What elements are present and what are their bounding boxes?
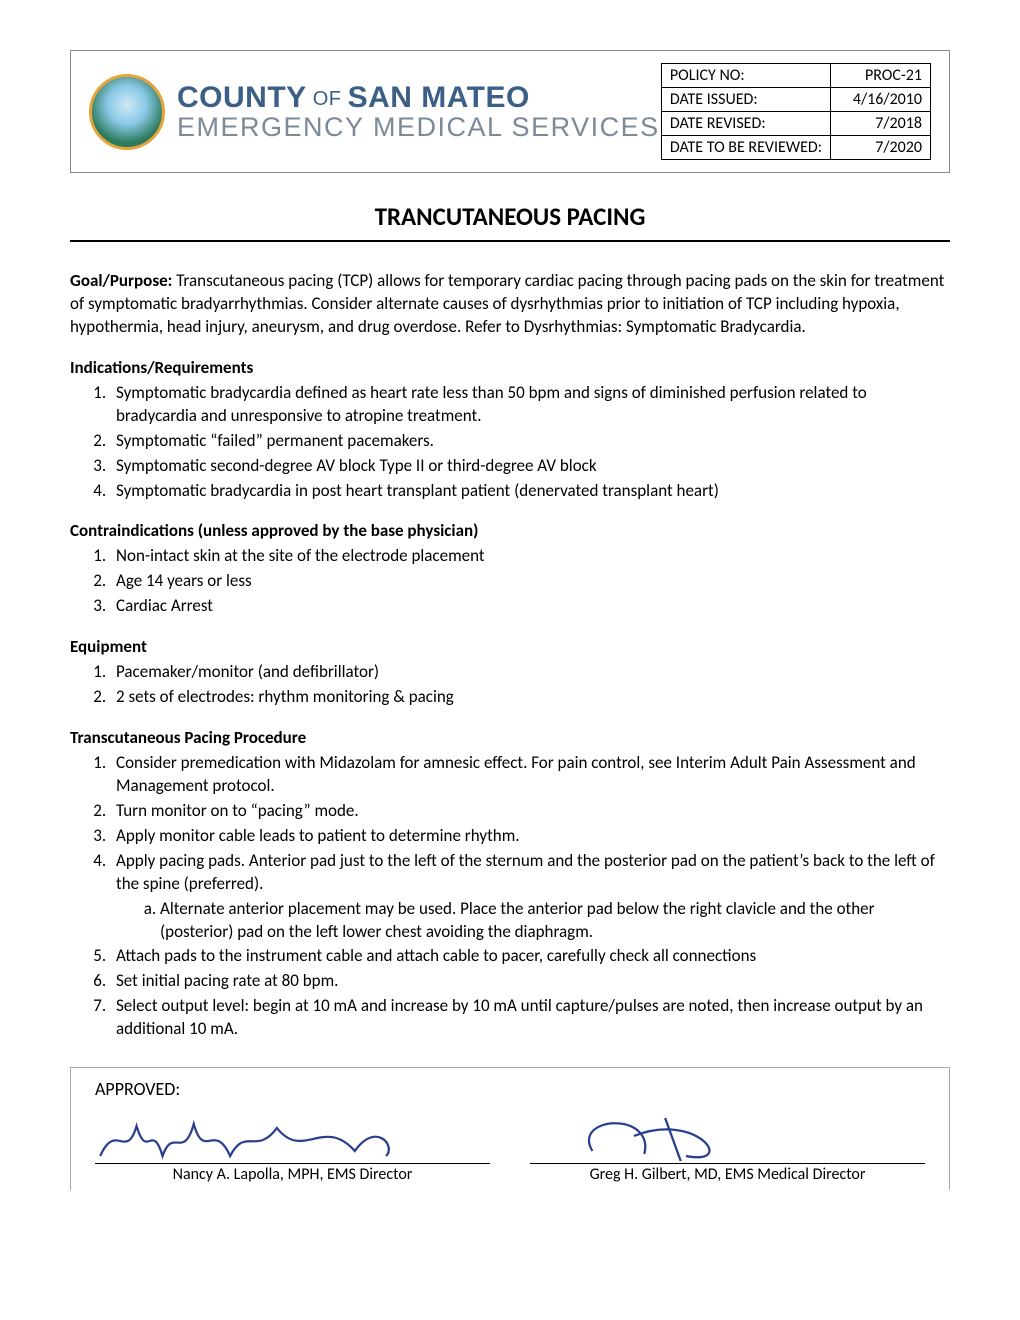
list-item-text: Apply pacing pads. Anterior pad just to … bbox=[116, 850, 935, 894]
policy-row: DATE REVISED:7/2018 bbox=[661, 112, 930, 136]
signature-2-name: Greg H. Gilbert, MD, EMS Medical Directo… bbox=[530, 1164, 925, 1184]
list-item: Pacemaker/monitor (and defibrillator) bbox=[110, 661, 950, 684]
header-box: COUNTY OF SAN MATEO EMERGENCY MEDICAL SE… bbox=[70, 50, 950, 173]
policy-value: 7/2020 bbox=[831, 136, 931, 160]
policy-row: DATE TO BE REVIEWED:7/2020 bbox=[661, 136, 930, 160]
signature-block-1: Nancy A. Lapolla, MPH, EMS Director bbox=[95, 1106, 490, 1184]
approval-box: APPROVED: Nancy A. Lapolla, MPH, EMS Dir… bbox=[70, 1067, 950, 1190]
list-item: Turn monitor on to “pacing” mode. bbox=[110, 800, 950, 823]
policy-row: POLICY NO:PROC-21 bbox=[661, 64, 930, 88]
list-item: Alternate anterior placement may be used… bbox=[160, 898, 950, 944]
indications-list: Symptomatic bradycardia defined as heart… bbox=[70, 382, 950, 503]
list-item: Symptomatic bradycardia in post heart tr… bbox=[110, 480, 950, 503]
goal-text: Transcutaneous pacing (TCP) allows for t… bbox=[70, 270, 944, 337]
signature-1-name: Nancy A. Lapolla, MPH, EMS Director bbox=[95, 1164, 490, 1184]
header-left: COUNTY OF SAN MATEO EMERGENCY MEDICAL SE… bbox=[89, 74, 660, 150]
policy-value: 4/16/2010 bbox=[831, 88, 931, 112]
org-of-text: OF bbox=[313, 88, 342, 110]
policy-label: DATE TO BE REVIEWED: bbox=[661, 136, 830, 160]
signature-2-icon bbox=[530, 1106, 925, 1164]
policy-row: DATE ISSUED:4/16/2010 bbox=[661, 88, 930, 112]
list-item: Set initial pacing rate at 80 bpm. bbox=[110, 970, 950, 993]
body: Goal/Purpose: Transcutaneous pacing (TCP… bbox=[70, 270, 950, 1041]
policy-label: POLICY NO: bbox=[661, 64, 830, 88]
org-name: SAN MATEO bbox=[348, 81, 530, 114]
list-item: 2 sets of electrodes: rhythm monitoring … bbox=[110, 686, 950, 709]
contraindications-heading: Contraindications (unless approved by th… bbox=[70, 520, 950, 543]
indications-heading: Indications/Requirements bbox=[70, 357, 950, 380]
signature-row: Nancy A. Lapolla, MPH, EMS Director Greg… bbox=[95, 1106, 925, 1184]
list-item: Select output level: begin at 10 mA and … bbox=[110, 995, 950, 1041]
org-of: OF bbox=[307, 88, 348, 110]
org-line1: COUNTY OF SAN MATEO bbox=[177, 82, 660, 114]
policy-value: 7/2018 bbox=[831, 112, 931, 136]
signature-1-icon bbox=[95, 1106, 490, 1164]
list-item: Apply pacing pads. Anterior pad just to … bbox=[110, 850, 950, 944]
page-title: TRANCUTANEOUS PACING bbox=[70, 201, 950, 232]
county-seal-icon bbox=[89, 74, 165, 150]
title-rule bbox=[70, 240, 950, 242]
procedure-heading: Transcutaneous Pacing Procedure bbox=[70, 727, 950, 750]
list-item: Age 14 years or less bbox=[110, 570, 950, 593]
equipment-heading: Equipment bbox=[70, 636, 950, 659]
goal-paragraph: Goal/Purpose: Transcutaneous pacing (TCP… bbox=[70, 270, 950, 339]
contraindications-list: Non-intact skin at the site of the elect… bbox=[70, 545, 950, 618]
org-county: COUNTY bbox=[177, 81, 307, 114]
list-item: Symptomatic “failed” permanent pacemaker… bbox=[110, 430, 950, 453]
approved-label: APPROVED: bbox=[95, 1078, 925, 1100]
equipment-list: Pacemaker/monitor (and defibrillator) 2 … bbox=[70, 661, 950, 709]
policy-table: POLICY NO:PROC-21 DATE ISSUED:4/16/2010 … bbox=[661, 63, 931, 160]
signature-block-2: Greg H. Gilbert, MD, EMS Medical Directo… bbox=[530, 1106, 925, 1184]
procedure-sublist: Alternate anterior placement may be used… bbox=[116, 898, 950, 944]
policy-value: PROC-21 bbox=[831, 64, 931, 88]
list-item: Symptomatic second-degree AV block Type … bbox=[110, 455, 950, 478]
list-item: Cardiac Arrest bbox=[110, 595, 950, 618]
org-line2: EMERGENCY MEDICAL SERVICES bbox=[177, 113, 660, 141]
policy-label: DATE ISSUED: bbox=[661, 88, 830, 112]
org-text: COUNTY OF SAN MATEO EMERGENCY MEDICAL SE… bbox=[177, 82, 660, 142]
list-item: Consider premedication with Midazolam fo… bbox=[110, 752, 950, 798]
list-item: Attach pads to the instrument cable and … bbox=[110, 945, 950, 968]
goal-label: Goal/Purpose: bbox=[70, 270, 176, 291]
policy-label: DATE REVISED: bbox=[661, 112, 830, 136]
list-item: Non-intact skin at the site of the elect… bbox=[110, 545, 950, 568]
list-item: Symptomatic bradycardia defined as heart… bbox=[110, 382, 950, 428]
page: COUNTY OF SAN MATEO EMERGENCY MEDICAL SE… bbox=[0, 0, 1020, 1320]
procedure-list: Consider premedication with Midazolam fo… bbox=[70, 752, 950, 1041]
list-item: Apply monitor cable leads to patient to … bbox=[110, 825, 950, 848]
